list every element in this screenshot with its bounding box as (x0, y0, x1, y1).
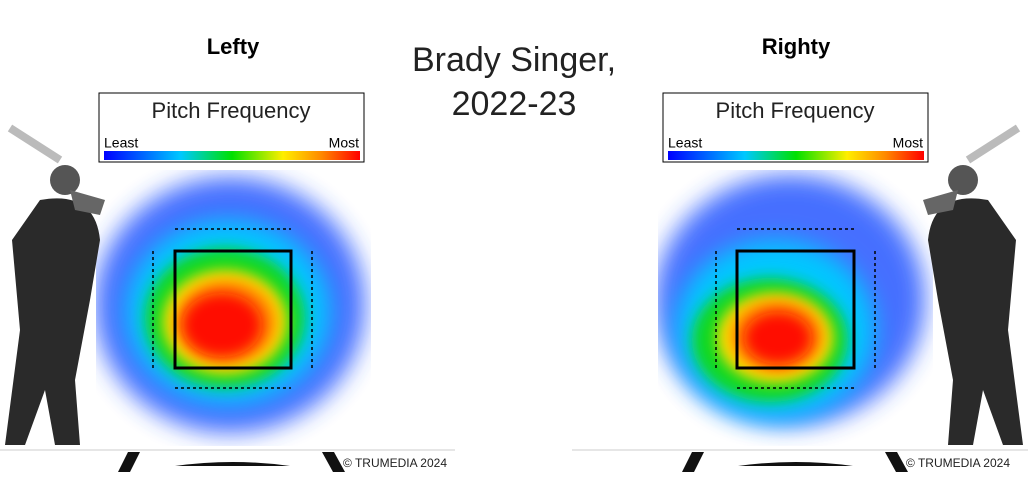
legend: Pitch Frequency Least Most (98, 92, 365, 163)
legend-title: Pitch Frequency (716, 98, 875, 123)
strike-zone (715, 228, 876, 389)
panel-label: Righty (762, 34, 831, 59)
title-line: 2022-23 (452, 85, 577, 123)
heatmap (658, 175, 925, 425)
legend-max: Most (893, 135, 923, 151)
copyright: © TRUMEDIA 2024 (343, 456, 447, 470)
strike-zone (152, 228, 313, 389)
batter (5, 124, 105, 445)
heatmap (96, 177, 365, 433)
copyright: © TRUMEDIA 2024 (906, 456, 1010, 470)
legend: Pitch Frequency Least Most (662, 92, 929, 163)
title-line: Brady Singer, (412, 41, 616, 79)
legend-min: Least (668, 135, 702, 151)
batter (923, 124, 1023, 445)
plate (0, 449, 455, 472)
legend-max: Most (329, 135, 359, 151)
plate (572, 449, 1028, 472)
panel-label: Lefty (207, 34, 260, 59)
legend-title: Pitch Frequency (152, 98, 311, 123)
legend-min: Least (104, 135, 138, 151)
